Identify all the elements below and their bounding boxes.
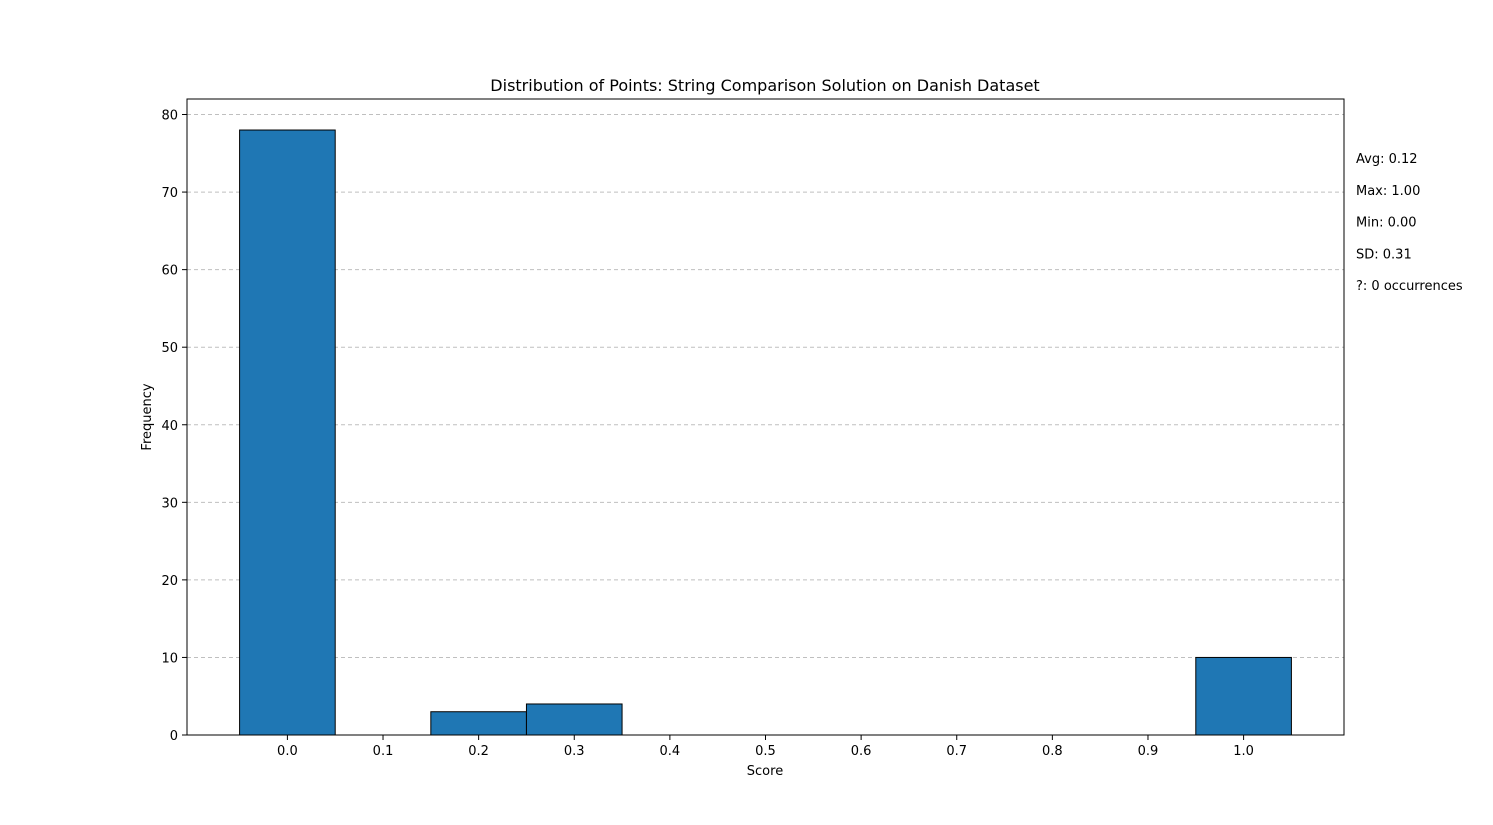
x-tick-label: 0.9 xyxy=(1138,744,1159,759)
stat-line: SD: 0.31 xyxy=(1356,247,1412,262)
stat-line: ?: 0 occurrences xyxy=(1356,279,1463,294)
bars xyxy=(239,129,1292,736)
y-tick-label: 70 xyxy=(161,186,178,201)
x-tick-label: 0.6 xyxy=(851,744,872,759)
y-axis-ticks: 0 10 20 30 40 50 60 70 80 xyxy=(161,109,187,744)
x-tick-label: 0.4 xyxy=(660,744,681,759)
y-axis-label: Frequency xyxy=(140,383,155,450)
y-tick-label: 40 xyxy=(161,419,178,434)
grid-lines xyxy=(187,114,1344,658)
histogram-bar xyxy=(239,129,336,736)
y-tick-label: 0 xyxy=(170,729,178,744)
x-axis-ticks: 0.0 0.1 0.2 0.3 0.4 0.5 0.6 0.7 0.8 0.9 1.0 xyxy=(277,735,1254,759)
x-tick-label: 0.7 xyxy=(946,744,967,759)
stat-line: Min: 0.00 xyxy=(1356,216,1417,231)
y-tick-label: 10 xyxy=(161,651,178,666)
histogram-bar xyxy=(430,711,527,736)
y-tick-label: 80 xyxy=(161,109,178,124)
histogram-bar xyxy=(525,703,623,736)
y-tick-label: 50 xyxy=(161,341,178,356)
x-tick-label: 0.2 xyxy=(468,744,489,759)
x-tick-label: 0.3 xyxy=(564,744,585,759)
x-tick-label: 0.8 xyxy=(1042,744,1063,759)
stat-line: Max: 1.00 xyxy=(1356,184,1420,199)
x-tick-label: 1.0 xyxy=(1233,744,1254,759)
y-tick-label: 30 xyxy=(161,496,178,511)
stat-line: Avg: 0.12 xyxy=(1356,152,1418,167)
x-tick-label: 0.0 xyxy=(277,744,298,759)
stats-panel: Avg: 0.12 Max: 1.00 Min: 0.00 SD: 0.31 ?: 0 … xyxy=(1356,152,1463,294)
y-tick-label: 20 xyxy=(161,574,178,589)
y-tick-label: 60 xyxy=(161,264,178,279)
x-axis-label: Score xyxy=(747,764,783,779)
chart-title: Distribution of Points: String Compariso… xyxy=(490,76,1039,95)
x-tick-label: 0.1 xyxy=(373,744,394,759)
x-tick-label: 0.5 xyxy=(755,744,776,759)
histogram-bar xyxy=(1195,656,1292,736)
